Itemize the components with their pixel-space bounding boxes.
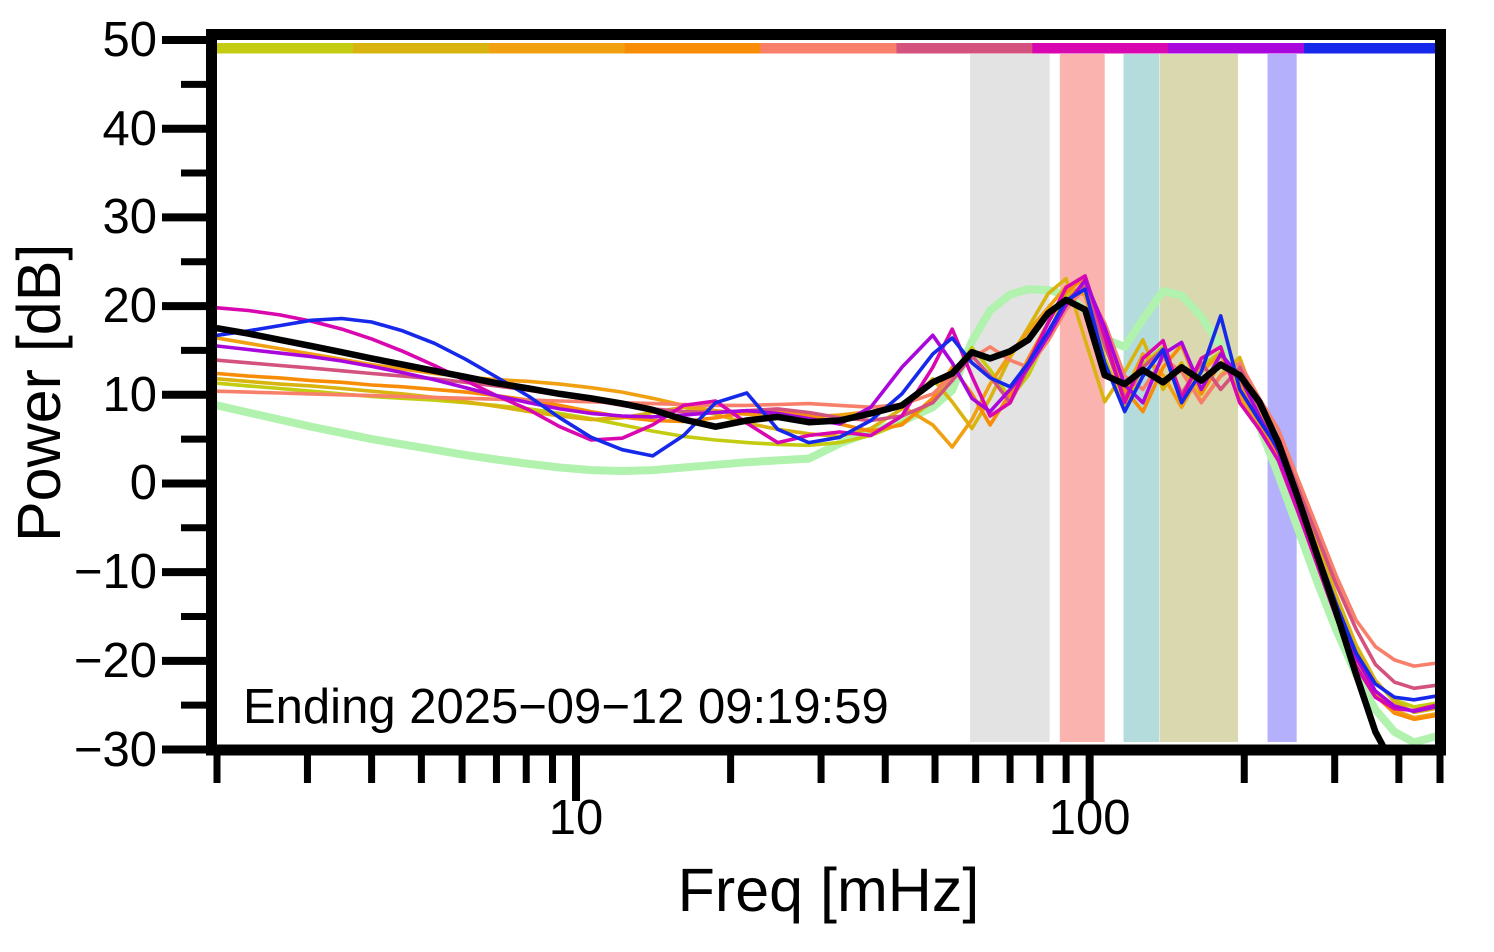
time-colorbar-segment-5 (760, 43, 898, 54)
y-tick-label-30: 30 (102, 190, 157, 245)
series-spectrum-9-newest (217, 287, 1440, 702)
time-colorbar-segment-3 (488, 43, 626, 54)
series-median-current (217, 296, 1389, 750)
y-tick-label-10: 10 (102, 367, 157, 422)
series-spectrum-8 (217, 278, 1440, 714)
y-tick-label-0: 0 (129, 456, 157, 511)
time-colorbar-segment-4 (624, 43, 762, 54)
time-colorbar-segment-6 (896, 43, 1033, 54)
series-spectrum-1-oldest (217, 282, 1440, 709)
y-tick-label--30: −30 (73, 722, 157, 777)
time-colorbar-segment-9 (1304, 43, 1441, 54)
time-colorbar-segment-7 (1032, 43, 1169, 54)
highlight-band-pink (1059, 54, 1105, 742)
y-tick-label-50: 50 (102, 13, 157, 67)
time-colorbar-segment-2 (352, 43, 490, 54)
series-spectrum-4 (217, 275, 1440, 722)
y-tick-label--10: −10 (73, 545, 157, 600)
x-tick-label-10: 10 (548, 791, 604, 845)
series-spectrum-2 (217, 276, 1440, 715)
series-reference (217, 285, 1440, 747)
time-colorbar-segment-8 (1168, 43, 1305, 54)
highlight-band-periwinkle (1267, 54, 1297, 742)
series-spectrum-7 (217, 274, 1440, 713)
y-tick-label-40: 40 (102, 101, 157, 156)
x-axis-label: Freq [mHz] (677, 856, 980, 924)
y-tick-label-20: 20 (102, 279, 157, 334)
plot-border (206, 29, 1446, 756)
x-tick-label-100: 100 (1048, 791, 1131, 845)
time-colorbar-segment-1 (217, 43, 354, 54)
series-spectrum-5 (217, 285, 1440, 668)
curves-layer (217, 274, 1440, 750)
series-spectrum-6 (217, 282, 1440, 691)
y-tick-label--20: −20 (73, 633, 157, 688)
ending-time-annotation: Ending 2025−09−12 09:19:59 (243, 680, 889, 734)
